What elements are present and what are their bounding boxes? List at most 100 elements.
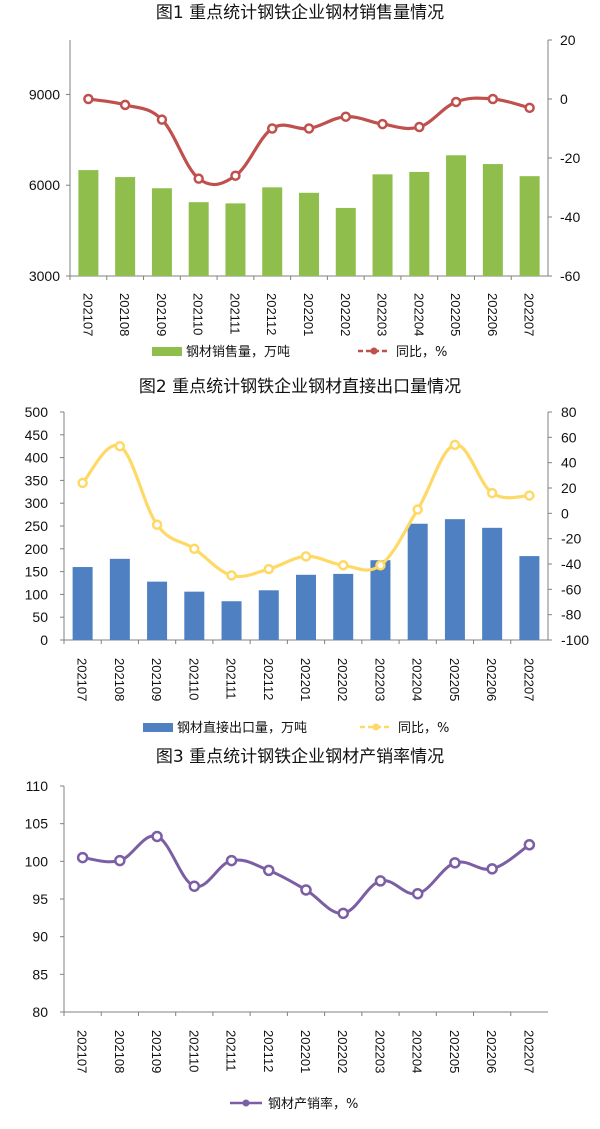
series-line xyxy=(81,834,531,915)
right-tick-label: 80 xyxy=(561,404,577,420)
bar xyxy=(407,523,428,640)
chart-1: 图1 重点统计钢铁企业钢材销售量情况 3000 6000 9000 20 0 -20 -40 -… xyxy=(29,3,581,360)
x-tick-label: 202109 xyxy=(154,293,169,336)
bar xyxy=(519,556,540,640)
legend-label: 同比，% xyxy=(398,721,449,736)
x-tick-label: 202108 xyxy=(117,293,132,336)
bar xyxy=(115,177,136,276)
x-tick-label: 202110 xyxy=(191,293,206,335)
bar xyxy=(225,203,246,276)
x-tick-label: 202207 xyxy=(522,293,537,336)
x-tick-label: 202205 xyxy=(448,293,463,336)
bar xyxy=(258,590,279,640)
x-tick-label: 202112 xyxy=(264,293,279,335)
bar xyxy=(299,192,319,276)
x-tick-label: 202107 xyxy=(80,293,95,336)
line-point xyxy=(486,863,498,875)
chart-3: 图3 重点统计钢铁企业钢材产销率情况 80 85 90 95 100 105 110 20210… xyxy=(25,747,548,1112)
line-point xyxy=(449,439,461,451)
left-tick-label: 300 xyxy=(25,495,49,511)
line-point xyxy=(114,854,126,867)
x-tick-label: 202202 xyxy=(338,293,353,336)
line-point xyxy=(114,440,126,452)
x-tick-label: 202206 xyxy=(484,658,499,701)
line-point xyxy=(151,830,163,843)
left-tick-label: 500 xyxy=(25,404,49,420)
x-tick-label: 202110 xyxy=(186,658,201,700)
line-point xyxy=(340,111,352,122)
x-tick-label: 202206 xyxy=(485,293,500,336)
x-tick-label: 202202 xyxy=(335,658,350,701)
left-tick-label: 450 xyxy=(25,427,49,443)
line-point xyxy=(374,875,387,887)
line-point xyxy=(411,887,424,900)
x-tick-label: 202201 xyxy=(298,658,313,701)
left-tick-label: 110 xyxy=(26,778,49,794)
right-tick-label: -60 xyxy=(561,581,581,597)
line-point xyxy=(230,170,241,181)
chart-title: 图1 重点统计钢铁企业钢材销售量情况 xyxy=(156,3,444,23)
legend-marker xyxy=(370,347,378,355)
right-tick-label: 0 xyxy=(560,91,568,107)
legend-label: 同比，% xyxy=(396,345,447,360)
x-tick-label: 202111 xyxy=(224,1030,239,1071)
legend-label: 钢材产销率，% xyxy=(268,1096,358,1112)
right-tick-label: -80 xyxy=(561,607,581,623)
right-tick-label: -100 xyxy=(561,632,589,648)
legend-label: 钢材销售量，万吨 xyxy=(186,344,290,360)
bar xyxy=(482,527,503,640)
line-point xyxy=(225,854,238,867)
x-tick-label: 202112 xyxy=(261,658,276,700)
left-tick-label: 350 xyxy=(25,472,49,488)
x-tick-label: 202108 xyxy=(112,658,127,701)
bar xyxy=(296,574,316,640)
bar xyxy=(333,573,354,640)
chart-2: 图2 重点统计钢铁企业钢材直接出口量情况05010015020025030035… xyxy=(25,377,590,736)
x-tick-label: 202108 xyxy=(112,1030,127,1073)
x-tick-label: 202203 xyxy=(375,293,390,336)
x-tick-label: 202204 xyxy=(410,658,425,701)
line-point xyxy=(151,519,163,530)
x-tick-label: 202112 xyxy=(261,1030,276,1072)
line-point xyxy=(486,487,498,499)
x-tick-label: 202204 xyxy=(411,293,426,336)
bar xyxy=(370,560,391,640)
x-tick-label: 202111 xyxy=(224,658,239,699)
legend-label: 钢材直接出口量，万吨 xyxy=(177,720,307,736)
bar xyxy=(78,170,99,276)
line-point xyxy=(524,490,535,501)
x-tick-label: 202203 xyxy=(372,658,387,701)
left-tick-label: 0 xyxy=(40,632,48,648)
chart-title: 图2 重点统计钢铁企业钢材直接出口量情况 xyxy=(139,377,461,397)
line-point xyxy=(487,93,499,105)
right-tick-label: -60 xyxy=(560,268,580,284)
x-tick-label: 202207 xyxy=(521,1030,536,1073)
legend-marker xyxy=(242,1099,250,1107)
x-tick-label: 202204 xyxy=(410,1030,425,1073)
right-tick-label: 20 xyxy=(561,480,577,496)
left-tick-label: 200 xyxy=(25,541,49,557)
left-tick-label: 100 xyxy=(25,586,49,602)
right-tick-label: -20 xyxy=(561,531,581,547)
right-tick-label: -40 xyxy=(561,556,581,572)
right-tick-label: 40 xyxy=(561,455,577,471)
right-tick-label: 60 xyxy=(561,429,577,445)
line-point xyxy=(266,123,278,134)
left-tick-label: 250 xyxy=(25,518,49,534)
line-point xyxy=(300,884,312,896)
line-point xyxy=(263,864,275,877)
line-point xyxy=(412,504,423,515)
left-tick-label: 90 xyxy=(32,929,48,945)
legend-marker xyxy=(372,723,380,731)
left-tick-label: 9000 xyxy=(29,86,60,102)
line-point xyxy=(193,173,204,184)
legend-item: 同比，% xyxy=(358,345,447,360)
line-point xyxy=(119,99,131,111)
line-point xyxy=(337,907,349,920)
bar xyxy=(184,591,205,640)
bar xyxy=(372,174,393,276)
line-point xyxy=(156,114,168,125)
line-point xyxy=(375,560,386,571)
left-tick-label: 95 xyxy=(32,891,48,907)
left-tick-label: 50 xyxy=(32,609,48,625)
